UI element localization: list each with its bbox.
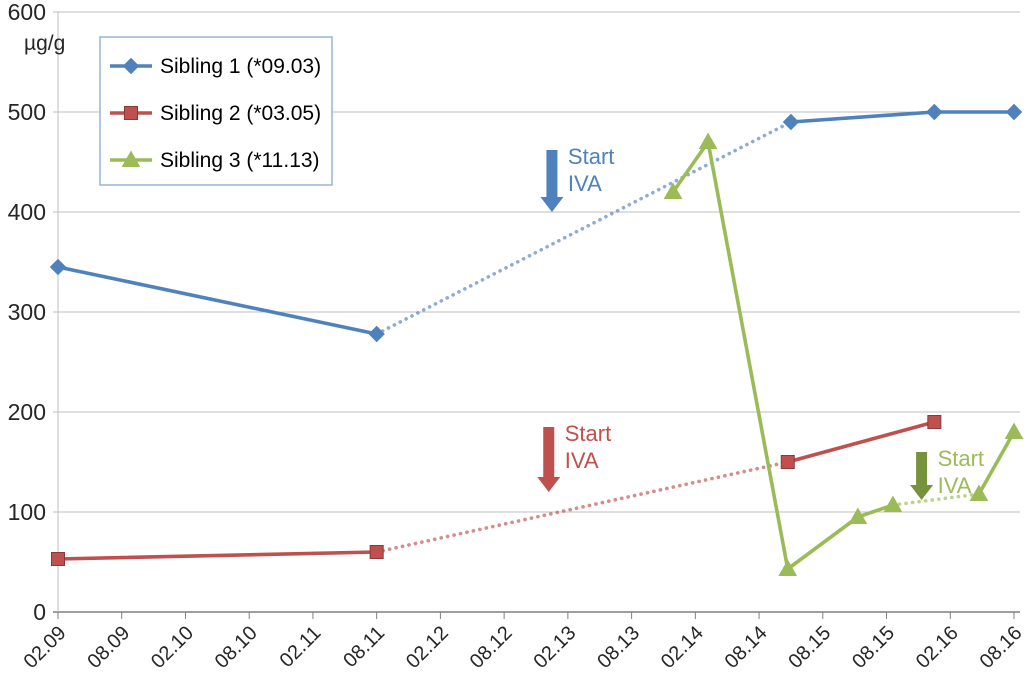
triangle-marker-icon <box>698 132 718 149</box>
y-tick-label: 200 <box>8 399 46 425</box>
triangle-marker-icon <box>848 507 868 524</box>
series-segment-solid <box>785 515 860 571</box>
annotation-text: IVA <box>568 171 602 196</box>
series-segment-dotted <box>374 460 790 554</box>
series-sibling-3 <box>663 132 1024 576</box>
legend-label: Sibling 2 (*03.05) <box>160 102 321 125</box>
series-segment-solid <box>56 550 379 561</box>
square-marker-icon <box>369 545 384 559</box>
triangle-marker-icon <box>969 484 989 501</box>
series-segment-solid <box>671 140 710 194</box>
y-tick-label: 600 <box>8 0 46 25</box>
legend-label: Sibling 3 (*11.13) <box>160 149 320 172</box>
down-arrow-icon <box>537 427 561 492</box>
diamond-marker-icon <box>49 258 67 276</box>
y-tick-label: 0 <box>33 599 46 625</box>
series-segment-solid <box>706 140 790 571</box>
square-marker-icon <box>124 106 138 120</box>
x-tick-label: 08.15 <box>784 622 835 673</box>
x-tick-label: 02.16 <box>912 622 963 673</box>
x-tick-label: 02.10 <box>147 622 198 673</box>
series-segment-solid <box>977 430 1016 496</box>
diamond-marker-icon <box>782 113 800 131</box>
triangle-marker-icon <box>778 559 798 576</box>
annotation-text: IVA <box>565 448 599 473</box>
x-tick-label: 08.09 <box>83 622 134 673</box>
x-tick-label: 08.13 <box>593 622 644 673</box>
triangle-marker-icon <box>121 150 141 167</box>
annotation-text: Start <box>565 421 611 446</box>
series-segment-solid <box>789 110 937 124</box>
series-sibling-1 <box>49 103 1023 343</box>
triangle-marker-icon <box>883 495 903 512</box>
y-tick-label: 300 <box>8 299 46 325</box>
square-marker-icon <box>780 455 795 469</box>
legend-item-sibling-3: Sibling 3 (*11.13) <box>110 149 320 172</box>
y-axis-unit-label: µg/g <box>24 32 65 55</box>
x-tick-label: 08.12 <box>466 622 517 673</box>
diamond-marker-icon <box>122 57 140 75</box>
down-arrow-icon <box>910 452 934 500</box>
square-marker-icon <box>51 552 65 566</box>
series-segment-solid <box>785 420 937 464</box>
y-tick-label: 500 <box>8 99 46 125</box>
legend: Sibling 1 (*09.03) Sibling 2 (*03.05) Sibl… <box>99 36 333 186</box>
annotation-text: IVA <box>938 473 972 498</box>
legend-item-sibling-1: Sibling 1 (*09.03) <box>110 55 321 78</box>
series-segment-solid <box>56 265 379 336</box>
legend-label: Sibling 1 (*09.03) <box>160 55 321 78</box>
y-tick-label: 400 <box>8 199 46 225</box>
x-tick-label: 02.13 <box>529 622 580 673</box>
diamond-marker-icon <box>368 325 385 343</box>
down-arrow-icon <box>540 150 564 212</box>
legend-item-sibling-2: Sibling 2 (*03.05) <box>110 102 321 125</box>
series-segment-dotted <box>374 120 793 336</box>
x-tick-label: 08.11 <box>339 622 389 672</box>
diamond-marker-icon <box>1005 103 1023 121</box>
x-tick-label: 02.14 <box>657 622 708 673</box>
x-tick-label: 02.09 <box>20 622 71 673</box>
annotation-text: Start <box>568 144 614 169</box>
x-tick-label: 02.12 <box>402 622 453 673</box>
x-tick-label: 08.14 <box>721 622 772 673</box>
triangle-marker-icon <box>1004 422 1024 439</box>
x-tick-label: 08.16 <box>976 622 1024 673</box>
triangle-marker-icon <box>663 182 683 199</box>
series-sibling-2 <box>51 415 942 566</box>
y-tick-label: 100 <box>8 499 46 525</box>
series-segment-dotted <box>891 492 981 507</box>
annotation-text: Start <box>938 446 984 471</box>
x-tick-label: 02.11 <box>276 622 326 672</box>
diamond-marker-icon <box>926 103 943 121</box>
square-marker-icon <box>927 415 942 429</box>
x-tick-label: 08.15 <box>848 622 899 673</box>
x-tick-label: 08.10 <box>211 622 262 673</box>
